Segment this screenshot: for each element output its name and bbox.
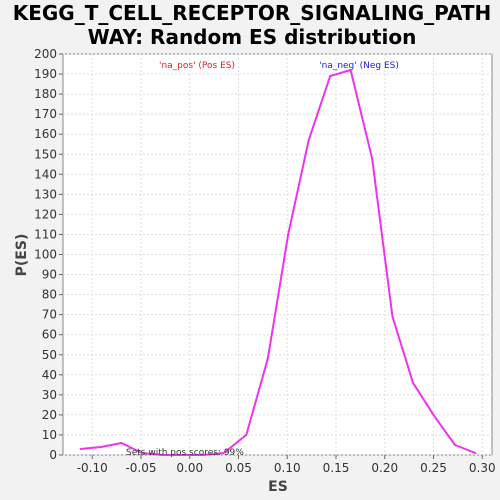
data-point (79, 447, 82, 450)
y-tick-label: 170 (34, 107, 57, 121)
data-point (181, 454, 184, 456)
x-axis: -0.10 -0.05 0.00 0.05 0.10 0.15 0.20 0.25 0.30 (77, 455, 496, 475)
x-tick-label: 0.00 (176, 461, 203, 475)
series-layer (79, 69, 477, 456)
data-point (307, 139, 310, 142)
y-tick-label: 90 (42, 268, 57, 282)
x-axis-label: ES (268, 479, 288, 495)
data-point (349, 69, 352, 72)
x-tick-label: 0.25 (420, 461, 447, 475)
data-point (329, 75, 332, 78)
y-tick-label: 70 (42, 308, 57, 322)
data-point (432, 413, 435, 416)
data-point (202, 454, 205, 456)
chart-title-line-1: KEGG_T_CELL_RECEPTOR_SIGNALING_PATH (13, 1, 492, 25)
chart-title-line-2: WAY: Random ES distribution (88, 25, 417, 49)
y-tick-label: 80 (42, 288, 57, 302)
y-tick-label: 190 (34, 67, 57, 81)
data-point (371, 157, 374, 160)
data-point (222, 451, 225, 454)
y-tick-label: 50 (42, 348, 57, 362)
y-axis: 0 10 20 30 40 50 60 70 80 90 100 110 120 130 140 150 160… (34, 47, 63, 462)
data-point (412, 381, 415, 384)
x-tick-label: 0.15 (323, 461, 350, 475)
data-point (287, 233, 290, 236)
y-tick-label: 110 (34, 227, 57, 241)
y-tick-label: 160 (34, 127, 57, 141)
x-tick-label: -0.05 (125, 461, 156, 475)
y-tick-label: 120 (34, 207, 57, 221)
y-tick-label: 130 (34, 187, 57, 201)
y-tick-label: 150 (34, 147, 57, 161)
x-tick-label: -0.10 (77, 461, 108, 475)
series-line (80, 69, 476, 456)
x-tick-label: 0.05 (225, 461, 252, 475)
y-tick-label: 100 (34, 248, 57, 262)
data-point (161, 454, 164, 456)
data-point (453, 443, 456, 446)
y-tick-label: 0 (49, 448, 57, 462)
y-tick-label: 40 (42, 368, 57, 382)
data-point (245, 433, 248, 436)
x-tick-label: 0.20 (371, 461, 398, 475)
y-tick-label: 140 (34, 167, 57, 181)
y-tick-label: 180 (34, 87, 57, 101)
pos-es-label: 'na_pos' (Pos ES) (159, 61, 235, 71)
data-point (391, 315, 394, 318)
y-tick-label: 200 (34, 47, 57, 61)
y-tick-label: 10 (42, 428, 57, 442)
data-point (100, 445, 103, 448)
x-tick-label: 0.10 (274, 461, 301, 475)
data-point (474, 451, 477, 454)
y-tick-label: 20 (42, 408, 57, 422)
data-point (140, 451, 143, 454)
sets-pos-scores-text: Sets with pos scores: 99% (126, 448, 244, 458)
x-tick-label: 0.30 (469, 461, 496, 475)
data-point (120, 441, 123, 444)
y-tick-label: 30 (42, 388, 57, 402)
y-tick-label: 60 (42, 328, 57, 342)
neg-es-label: 'na_neg' (Neg ES) (319, 61, 399, 71)
y-axis-label: P(ES) (14, 234, 30, 277)
data-point (266, 357, 269, 360)
